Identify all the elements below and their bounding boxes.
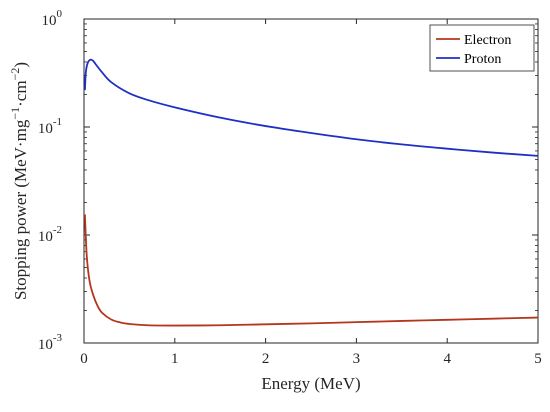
- x-tick-label: 5: [534, 351, 542, 367]
- x-tick-label: 0: [80, 351, 88, 367]
- x-axis-ticks: 0 1 2 3 4 5: [80, 19, 542, 367]
- y-tick-label: 100: [42, 8, 63, 29]
- y-axis-label-sup-1: −1: [8, 107, 22, 120]
- y-tick-base: 10: [38, 337, 53, 353]
- x-tick-label: 2: [262, 351, 270, 367]
- x-tick-label: 4: [443, 351, 451, 367]
- x-tick-label: 1: [171, 351, 179, 367]
- y-tick-exponent: -3: [53, 332, 63, 344]
- y-axis-label-dot-2: ·: [11, 101, 30, 107]
- y-axis-label-prefix: Stopping power (MeV: [11, 146, 30, 300]
- y-tick-exponent: -1: [53, 116, 62, 128]
- y-tick-base: 10: [38, 121, 53, 137]
- y-tick-label: 10-2: [38, 224, 62, 245]
- y-axis-label: Stopping power (MeV·mg−1·cm−2): [8, 62, 30, 300]
- y-axis-label-dot-1: ·: [11, 141, 30, 147]
- legend-items: Electron Proton: [436, 33, 511, 67]
- y-axis-label-mg: mg: [11, 119, 30, 141]
- y-tick-base: 10: [42, 13, 57, 29]
- y-tick-exponent: -2: [53, 224, 62, 236]
- x-tick-label: 3: [353, 351, 361, 367]
- y-tick-label: 10-1: [38, 116, 62, 137]
- series-line-proton: [84, 58, 539, 157]
- x-axis-label: Energy (MeV): [261, 374, 360, 393]
- legend-box: [429, 24, 535, 72]
- y-tick-base: 10: [38, 229, 53, 245]
- legend-label-electron: Electron: [464, 33, 511, 48]
- plot-frame: [83, 18, 539, 344]
- legend: Electron Proton: [429, 24, 535, 72]
- y-axis-label-sup-2: −2: [8, 68, 22, 81]
- y-axis-label-cm: cm: [11, 80, 30, 101]
- series-lines: [84, 58, 539, 327]
- y-tick-label: 10-3: [38, 332, 63, 353]
- series-line-electron: [84, 214, 539, 327]
- y-tick-exponent: 0: [57, 8, 63, 20]
- legend-label-proton: Proton: [464, 52, 501, 67]
- y-axis-label-suffix: ): [11, 62, 30, 68]
